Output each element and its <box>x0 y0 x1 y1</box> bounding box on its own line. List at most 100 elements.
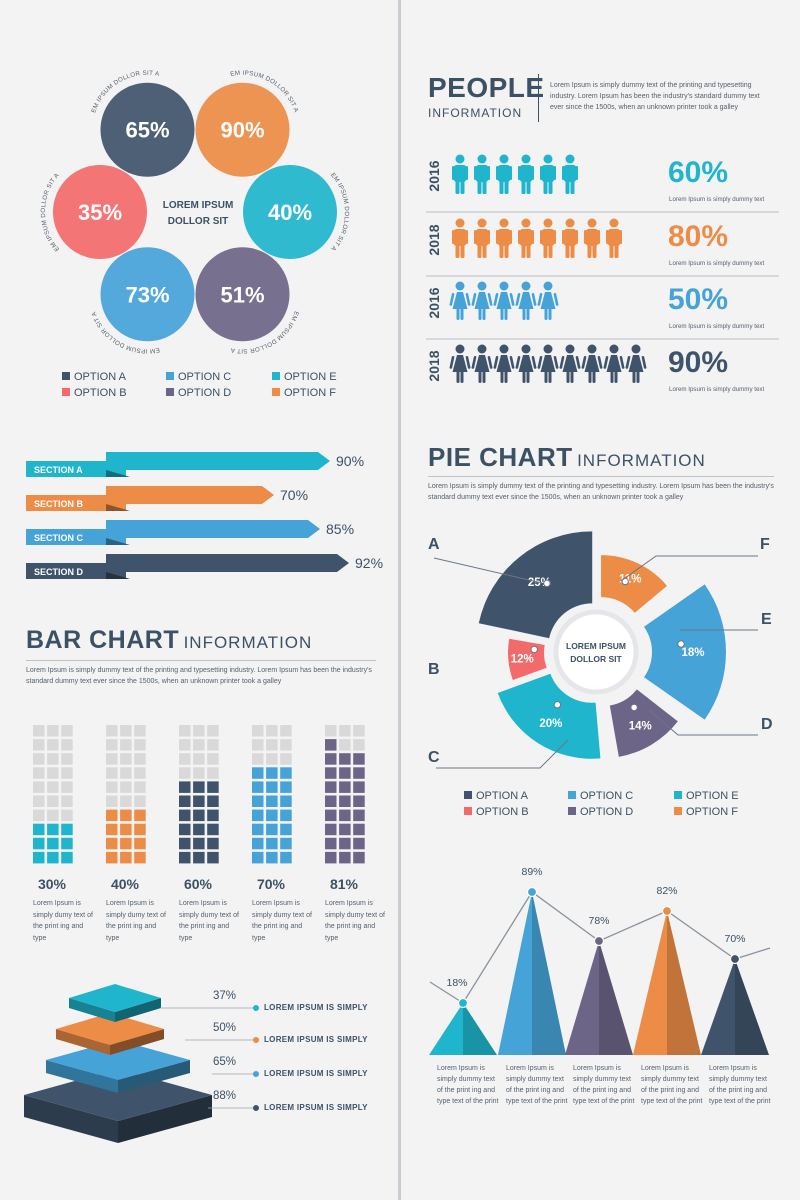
waffle-cell-filled <box>179 823 191 836</box>
waffle-cell-filled <box>280 795 292 807</box>
waffle-cell-empty <box>106 795 118 807</box>
waffle-cell-filled <box>325 767 337 779</box>
waffle-cell-empty <box>120 781 132 793</box>
pie-chart-heading: PIE CHART INFORMATION <box>428 442 706 473</box>
waffle-cell-filled <box>339 851 351 864</box>
woman-dress <box>452 355 468 372</box>
waffle-cell-filled <box>106 823 118 836</box>
people-pct: 50% <box>668 283 729 316</box>
man-body <box>520 165 532 182</box>
waffle-cell-empty <box>47 753 59 765</box>
circles-center-label: LOREM IPSUM DOLLOR SIT <box>140 198 256 230</box>
waffle-cell-filled <box>193 837 205 850</box>
legend-swatch <box>62 388 70 396</box>
pie-marker <box>677 640 685 648</box>
layer-side-right <box>115 998 161 1022</box>
woman-leg-right <box>636 371 640 383</box>
legend-swatch <box>62 372 70 380</box>
waffle-cell-filled <box>47 823 59 836</box>
layer-value-65: 65% <box>213 1056 237 1068</box>
waffle-cell-filled <box>339 753 351 765</box>
waffle-cell-empty <box>120 795 132 807</box>
legend-label: OPTION C <box>580 790 634 802</box>
man-arm-left <box>452 230 455 244</box>
man-leg-left <box>609 244 614 258</box>
waffle-cell-filled <box>325 781 337 793</box>
woman-leg-right <box>570 371 574 383</box>
waffle-cell-empty <box>106 767 118 779</box>
man-leg-left <box>499 244 504 258</box>
legend-label: OPTION D <box>580 806 634 818</box>
waffle-cell-filled <box>179 795 191 807</box>
woman-dress <box>562 355 578 372</box>
waffle-cell-filled <box>280 823 292 836</box>
woman-leg-right <box>482 308 486 320</box>
waffle-cell-filled <box>120 823 132 836</box>
man-body <box>498 229 510 246</box>
woman-head <box>477 281 487 291</box>
legend-item-option-f: OPTION F <box>272 387 336 399</box>
triangle-left-18 <box>429 1003 463 1055</box>
woman-dress <box>606 355 622 372</box>
triangle-right-82 <box>667 911 701 1055</box>
people-year: 2016 <box>426 160 442 192</box>
man-arm-left <box>518 166 521 180</box>
man-arm-right <box>487 166 490 180</box>
waffle-cell-empty <box>61 795 73 807</box>
pie-leader-line <box>433 557 543 584</box>
woman-arm-right <box>553 293 559 306</box>
layer-text: LOREM IPSUM IS SIMPLY <box>264 1103 368 1112</box>
man-icon <box>518 154 534 194</box>
circle-value-90: 90% <box>220 118 264 143</box>
waffle-cell-filled <box>339 837 351 850</box>
waffle-cell-filled <box>280 767 292 779</box>
circle-value-65: 65% <box>125 118 169 143</box>
man-head <box>521 218 531 228</box>
waffle-cell-empty <box>47 809 59 822</box>
people-chart <box>426 154 779 383</box>
layer-side-left <box>69 998 115 1022</box>
legend-swatch <box>166 372 174 380</box>
layer-dot <box>253 1005 259 1011</box>
section-label: SECTION B <box>34 499 84 509</box>
section-label: SECTION A <box>34 465 83 475</box>
woman-leg-right <box>526 371 530 383</box>
woman-arm-right <box>531 293 537 306</box>
waffle-cell-empty <box>179 725 191 737</box>
triangle-chart <box>429 886 771 1055</box>
triangle-point <box>729 953 741 965</box>
legend-item-option-d: OPTION D <box>568 806 633 818</box>
legend-label: OPTION E <box>686 790 739 802</box>
waffle-cell-filled <box>325 753 337 765</box>
man-arm-right <box>553 166 556 180</box>
woman-leg-right <box>592 371 596 383</box>
circle-90 <box>195 82 290 177</box>
man-leg-right <box>526 244 531 258</box>
waffle-cell-filled <box>280 837 292 850</box>
bar-chart-heading: BAR CHART INFORMATION <box>26 626 312 655</box>
woman-dress <box>496 292 512 309</box>
people-pct: 90% <box>668 346 729 379</box>
woman-arm-left <box>537 356 543 369</box>
waffle-cell-empty <box>252 739 264 751</box>
circle-value-35: 35% <box>78 200 122 225</box>
legend-swatch <box>272 372 280 380</box>
waffle-cell-empty <box>33 809 45 822</box>
woman-leg-left <box>456 308 460 320</box>
woman-dress <box>518 292 534 309</box>
woman-leg-left <box>522 308 526 320</box>
waffle-cell-empty <box>61 725 73 737</box>
man-arm-left <box>496 230 499 244</box>
man-leg-right <box>504 244 509 258</box>
layer-value-50: 50% <box>213 1022 237 1034</box>
section-label: SECTION D <box>34 567 84 577</box>
man-arm-left <box>496 166 499 180</box>
legend-item-option-e: OPTION E <box>272 371 337 383</box>
waffle-cell-empty <box>33 739 45 751</box>
waffle-cell-empty <box>193 725 205 737</box>
layer-text: LOREM IPSUM IS SIMPLY <box>264 1069 368 1078</box>
layer-side-right <box>110 1029 164 1055</box>
man-leg-right <box>548 180 553 194</box>
man-body <box>520 229 532 246</box>
waffle-cell-filled <box>134 809 146 822</box>
